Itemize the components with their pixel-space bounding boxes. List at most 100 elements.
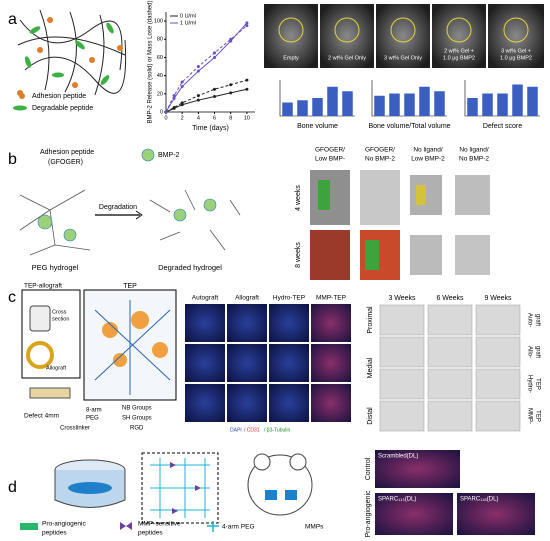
bar [419, 86, 430, 116]
group-label: Auto- [526, 313, 532, 327]
image-caption: Empty [283, 55, 299, 61]
label: section [52, 316, 69, 322]
point [213, 51, 217, 55]
point [229, 91, 233, 95]
column-header: MMP-TEP [316, 295, 346, 302]
group-label: graft [534, 314, 540, 326]
bar [282, 102, 293, 116]
y-tick-label: 100 [154, 19, 163, 25]
y-tick-label: 40 [157, 73, 163, 79]
image-caption: 2 wt% Gel + [444, 48, 474, 54]
column-header: Low BMP-2 [411, 156, 445, 163]
point [180, 80, 184, 84]
label: TEP [123, 283, 137, 290]
bar [342, 91, 353, 116]
microct-3d [310, 170, 490, 280]
x-axis-label: Time (days) [192, 125, 229, 132]
label: MMPs [305, 524, 324, 531]
column-header: No ligand/ [459, 147, 488, 154]
bar [512, 84, 523, 116]
group-label: TEP [534, 378, 540, 390]
label: / β3-Tubulin [264, 427, 291, 433]
point [180, 101, 184, 105]
label: SH Groups [122, 416, 152, 422]
label: Degradation [99, 204, 137, 211]
row-label: Distal [367, 407, 374, 425]
bar [527, 86, 538, 116]
x-axis-label: Bone volume/Total volume [368, 123, 450, 130]
ct-images [264, 4, 544, 68]
column-header: 6 Weeks [436, 295, 464, 302]
point [164, 110, 168, 114]
label: / CD31 [244, 427, 260, 433]
column-header: No BMP-2 [365, 156, 395, 163]
label: NB Groups [122, 406, 152, 412]
y-tick-label: 60 [157, 55, 163, 61]
group-label: graft [534, 346, 540, 358]
point [229, 83, 233, 87]
legend-label: 1 U/ml [180, 20, 196, 26]
column-header: Allograft [235, 295, 259, 302]
label: Defect 4mm [24, 413, 59, 420]
bar [389, 93, 400, 116]
series-line [165, 25, 248, 113]
column-header: Low BMP- [315, 156, 345, 163]
x-tick-label: 4 [197, 115, 200, 121]
group-label: TEP [534, 410, 540, 422]
label: PEG [86, 416, 99, 422]
stain-grid [185, 304, 351, 422]
point [213, 95, 217, 99]
bar [374, 95, 385, 116]
column-header: Autograft [192, 295, 219, 302]
label: peptides [42, 530, 67, 537]
label: Crosslinker [60, 426, 90, 432]
label: DAPI [230, 427, 242, 433]
row-label: Medial [367, 357, 374, 378]
column-header: 3 Weeks [388, 295, 416, 302]
point [213, 55, 217, 59]
column-header: GFOGER/ [365, 147, 395, 154]
row-label: Pro-angiogenic [365, 490, 372, 538]
point [196, 94, 200, 98]
label: peptides [138, 530, 163, 537]
network-illustration [17, 9, 127, 96]
group-label: MMP- [526, 408, 532, 424]
panel-label: d [8, 479, 17, 496]
label: PEG hydrogel [32, 263, 79, 272]
hydrogel-illustration [19, 189, 241, 256]
dish-and-mouse [20, 452, 313, 532]
panel-label: c [8, 289, 16, 306]
group-label: Hydro- [526, 375, 532, 393]
panel-label: b [8, 151, 17, 168]
ct-grid [379, 304, 521, 432]
group-label: Allo- [526, 346, 532, 358]
legend-label: 0 U/ml [180, 13, 196, 19]
image-caption: Scrambled(DL) [378, 454, 418, 460]
label: 8-arm [86, 408, 102, 414]
column-header: GFOGER/ [315, 147, 345, 154]
bar [482, 93, 493, 116]
column-header: 9 Weeks [484, 295, 512, 302]
x-tick-label: 0 [164, 115, 167, 121]
image-caption: SPARC₁₁₃(DL) [378, 497, 416, 503]
point [245, 24, 249, 28]
label: Adhesion peptide [40, 149, 94, 156]
x-axis-label: Bone volume [297, 123, 338, 130]
column-header: No BMP-2 [459, 156, 489, 163]
x-tick-label: 10 [244, 115, 250, 121]
x-tick-label: 2 [181, 115, 184, 121]
point [172, 105, 176, 109]
row-label: 4 weeks [295, 185, 302, 211]
point [245, 87, 249, 91]
y-tick-label: 20 [157, 91, 163, 97]
label: Adhesion peptide [32, 93, 86, 100]
image-caption: 3 wt% Gel + [501, 48, 531, 54]
bar [312, 98, 323, 116]
label: Allograft [46, 365, 67, 371]
column-header: Hydro-TEP [273, 295, 305, 302]
label: (GFOGER) [48, 159, 83, 166]
image-caption: 1.0 μg BMP2 [500, 55, 532, 61]
label: Degraded hydrogel [158, 263, 222, 272]
column-header: No ligand/ [413, 147, 442, 154]
